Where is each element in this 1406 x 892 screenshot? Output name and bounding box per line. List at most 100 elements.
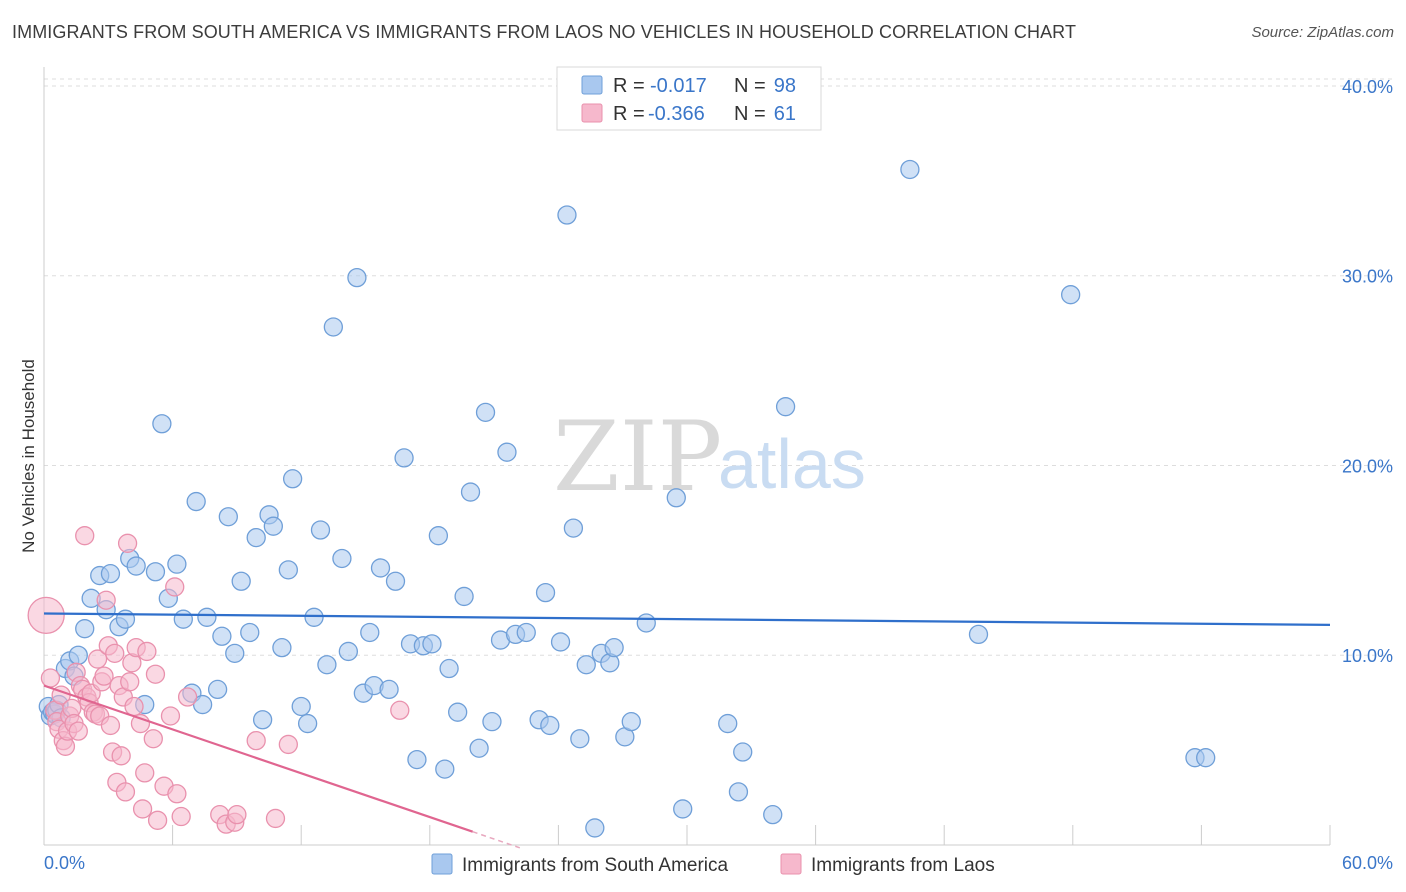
scatter-point: [338, 641, 359, 662]
scatter-point: [621, 712, 641, 732]
scatter-point: [145, 562, 166, 582]
scatter-point: [550, 632, 571, 652]
scatter-point: [604, 638, 624, 658]
scatter-point: [111, 746, 131, 766]
scatter-point: [263, 516, 283, 536]
scatter-point: [370, 558, 391, 578]
scatter-point: [585, 818, 605, 838]
scatter-point: [115, 782, 136, 802]
watermark-atlas: atlas: [718, 425, 866, 503]
legend-n-value-2: 61: [774, 103, 796, 125]
trend-lines: [43, 612, 1331, 849]
scatter-point: [673, 799, 693, 819]
scatter-point: [304, 607, 324, 627]
scatter-point: [40, 668, 61, 688]
scatter-point: [27, 596, 65, 635]
scatter-point: [469, 738, 489, 758]
scatter-point: [422, 634, 442, 654]
scatter-point: [96, 590, 116, 610]
scatter-point: [115, 609, 136, 629]
scatter-point: [540, 715, 560, 736]
scatter-point: [763, 804, 783, 825]
scatter-point: [207, 679, 228, 700]
scatter-point: [535, 582, 556, 603]
scatter-point: [718, 713, 738, 734]
scatter-point: [252, 710, 273, 730]
scatter-point: [171, 806, 191, 827]
x-tick-label-max: 60.0%: [1342, 853, 1393, 873]
scatter-point: [282, 469, 303, 489]
scatter-point: [563, 518, 584, 538]
scatter-point: [448, 702, 468, 722]
y-tick-labels: 10.0% 20.0% 30.0% 40.0%: [1342, 77, 1393, 666]
scatter-point: [68, 645, 88, 665]
scatter-point: [186, 491, 206, 512]
scatter-point: [497, 442, 517, 462]
scatter-point: [407, 749, 427, 770]
scatter-point: [75, 526, 95, 546]
scatter-point: [137, 641, 157, 662]
bottom-legend-label-south-america: Immigrants from South America: [462, 855, 729, 876]
scatter-point: [212, 626, 232, 646]
scatter-point: [272, 638, 292, 658]
series-laos-points: [27, 526, 410, 834]
legend-n-value-1: 98: [774, 75, 796, 97]
scatter-point: [728, 782, 749, 802]
scatter-point: [100, 563, 121, 584]
scatter-point: [246, 730, 266, 751]
scatter-point: [152, 414, 172, 434]
scatter-point: [475, 402, 496, 423]
scatter-point: [167, 554, 187, 574]
axes-layer: [43, 67, 1331, 846]
legend-r-value-2: -0.366: [648, 103, 705, 125]
scatter-point: [428, 526, 449, 546]
legend-swatch-pink: [581, 103, 603, 123]
scatter-point: [360, 622, 380, 643]
scatter-point: [145, 664, 166, 684]
chart-source: Source: ZipAtlas.com: [1251, 24, 1394, 41]
scatter-point: [332, 548, 352, 569]
scatter-point: [390, 700, 410, 720]
scatter-point: [323, 317, 344, 337]
legend-n-label-2: N =: [734, 103, 766, 125]
scatter-point: [968, 624, 989, 645]
x-tick-label-min: 0.0%: [44, 853, 85, 873]
scatter-point: [231, 571, 251, 591]
scatter-point: [379, 679, 399, 700]
watermark: ZIP atlas: [553, 401, 866, 513]
scatter-point: [197, 607, 217, 627]
scatter-point: [454, 586, 474, 607]
y-axis-label: No Vehicles in Household: [19, 359, 38, 553]
scatter-point: [246, 527, 266, 548]
scatter-point: [177, 687, 198, 707]
scatter-point: [100, 715, 121, 736]
bottom-legend-label-laos: Immigrants from Laos: [811, 855, 995, 876]
scatter-point: [240, 622, 260, 643]
scatter-point: [167, 784, 187, 804]
scatter-point: [192, 694, 213, 715]
scatter-point: [666, 488, 686, 508]
scatter-point: [317, 655, 337, 675]
scatter-point: [124, 696, 144, 717]
scatter-point: [435, 759, 455, 779]
y-tick-label: 40.0%: [1342, 77, 1393, 97]
scatter-point: [516, 622, 536, 643]
scatter-point: [278, 560, 298, 580]
scatter-point: [557, 205, 577, 225]
scatter-point: [160, 706, 181, 726]
scatter-point: [733, 742, 753, 762]
scatter-point: [570, 729, 590, 749]
scatter-point: [227, 804, 247, 825]
y-tick-label: 30.0%: [1342, 267, 1393, 287]
scatter-point: [482, 712, 502, 732]
scatter-point: [117, 533, 138, 553]
legend-swatch-blue: [581, 75, 603, 95]
scatter-point: [278, 734, 298, 755]
scatter-point: [225, 643, 245, 663]
scatter-point: [120, 672, 140, 692]
scatter-point: [165, 577, 185, 597]
trend-line-south-america: [43, 612, 1331, 626]
scatter-point: [576, 655, 596, 675]
scatter-point: [394, 448, 414, 468]
scatter-point: [439, 658, 459, 679]
